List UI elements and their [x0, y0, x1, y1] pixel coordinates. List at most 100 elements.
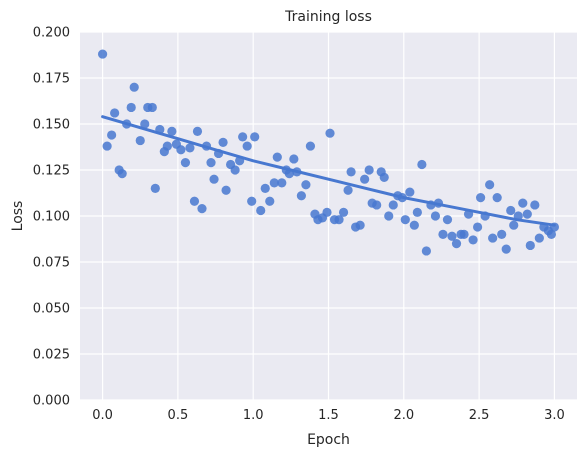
- y-tick-label: 0.025: [33, 348, 70, 363]
- x-tick-label: 3.0: [544, 408, 565, 423]
- data-point: [230, 165, 240, 175]
- data-point: [147, 102, 157, 113]
- data-point: [218, 137, 228, 147]
- data-point: [97, 49, 108, 59]
- data-point: [497, 229, 507, 239]
- data-point: [388, 200, 398, 210]
- data-point: [206, 158, 216, 168]
- data-point: [384, 211, 394, 221]
- y-tick-label: 0.200: [33, 26, 70, 41]
- data-point: [265, 196, 275, 206]
- data-point: [189, 196, 200, 206]
- x-tick-label: 2.0: [393, 408, 414, 423]
- data-point: [412, 207, 422, 217]
- data-point: [346, 167, 356, 177]
- data-point: [277, 178, 287, 188]
- data-point: [400, 215, 410, 225]
- data-point: [360, 174, 370, 184]
- data-point: [325, 128, 335, 138]
- data-point: [549, 222, 560, 232]
- data-point: [185, 143, 195, 153]
- data-point: [135, 135, 145, 146]
- data-point: [247, 196, 257, 206]
- trend-line: [101, 115, 556, 227]
- data-point: [102, 141, 112, 151]
- x-axis-label: Epoch: [307, 432, 350, 448]
- data-point: [421, 246, 431, 256]
- data-point: [379, 172, 389, 182]
- data-point: [201, 141, 212, 151]
- y-axis-label: Loss: [10, 201, 26, 232]
- data-point: [292, 167, 302, 177]
- data-point: [343, 185, 353, 195]
- data-point: [272, 152, 282, 162]
- data-point: [256, 205, 266, 216]
- data-point: [492, 193, 502, 203]
- x-ticks: 0.0 0.5 1.0 1.5 2.0 2.5 3.0: [92, 408, 565, 423]
- y-tick-label: 0.050: [33, 302, 70, 317]
- y-tick-label: 0.125: [33, 164, 70, 179]
- data-point: [468, 235, 478, 245]
- data-point: [463, 209, 474, 219]
- data-point: [355, 220, 365, 230]
- data-point: [534, 233, 544, 243]
- data-point: [518, 198, 528, 208]
- data-point: [451, 239, 462, 249]
- x-tick-label: 2.5: [469, 408, 490, 423]
- data-point: [485, 180, 495, 190]
- data-point: [322, 207, 332, 217]
- data-point: [372, 200, 382, 210]
- data-point: [296, 191, 306, 201]
- data-point: [110, 108, 120, 118]
- data-point: [197, 204, 207, 214]
- data-point: [260, 183, 270, 193]
- data-point: [269, 178, 279, 188]
- data-point: [107, 130, 117, 140]
- data-point: [238, 132, 248, 142]
- data-point: [122, 119, 132, 129]
- data-point: [513, 211, 523, 221]
- data-point: [129, 82, 139, 92]
- data-point: [289, 154, 299, 164]
- trend-layer: [101, 115, 556, 227]
- data-point: [488, 233, 498, 243]
- data-point: [301, 180, 311, 190]
- x-tick-label: 0.0: [92, 408, 113, 423]
- x-tick-label: 1.0: [243, 408, 264, 423]
- data-point: [397, 193, 407, 203]
- data-point: [430, 211, 441, 221]
- data-point: [509, 220, 519, 230]
- data-point: [162, 141, 172, 151]
- data-point: [250, 132, 260, 142]
- data-point: [192, 126, 203, 136]
- y-tick-label: 0.150: [33, 118, 70, 133]
- data-point: [506, 205, 516, 216]
- data-point: [167, 126, 177, 136]
- data-point: [176, 145, 186, 155]
- x-tick-label: 0.5: [168, 408, 189, 423]
- data-point: [126, 102, 136, 113]
- data-point: [501, 244, 511, 254]
- data-point: [117, 169, 127, 179]
- data-point: [525, 240, 535, 251]
- data-point: [447, 231, 457, 241]
- data-point: [235, 156, 245, 166]
- data-point: [284, 169, 294, 179]
- data-point: [405, 187, 415, 197]
- data-point: [476, 193, 486, 203]
- data-point: [364, 165, 374, 175]
- data-point: [180, 158, 191, 168]
- data-point: [334, 215, 344, 225]
- data-point: [417, 159, 427, 170]
- data-point: [140, 119, 150, 129]
- data-point: [409, 220, 419, 230]
- data-point: [530, 200, 540, 210]
- data-point: [442, 215, 453, 225]
- data-point: [438, 229, 448, 239]
- y-tick-label: 0.000: [33, 394, 70, 409]
- data-point: [426, 200, 436, 210]
- y-tick-label: 0.075: [33, 256, 70, 271]
- data-point: [433, 198, 444, 208]
- x-tick-label: 1.5: [318, 408, 339, 423]
